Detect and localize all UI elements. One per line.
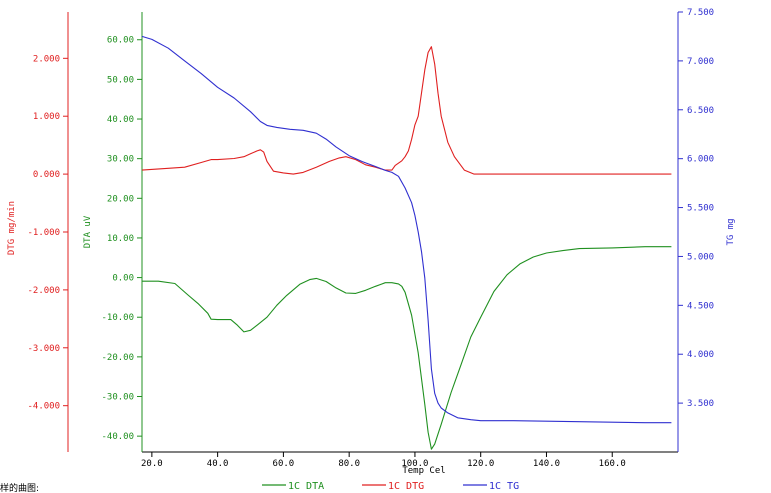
dta-tick-label: 30.00 <box>107 155 134 165</box>
dtg-tick-label: 0.000 <box>33 170 60 180</box>
dtg-tick-label: -3.000 <box>27 344 60 354</box>
dtg-tick-label: -1.000 <box>27 228 60 238</box>
legend: 1C DTA 1C DTG 1C TG <box>262 481 519 492</box>
dtg-tick-label: 2.000 <box>33 54 60 64</box>
x-tick-label: 100.0 <box>401 459 428 469</box>
series-line-tg <box>141 35 672 424</box>
tg-tick-label: 6.000 <box>687 155 714 165</box>
x-tick-label: 60.0 <box>273 459 295 469</box>
dtg-tick-label: -2.000 <box>27 286 60 296</box>
tg-tick-label: 7.500 <box>687 8 714 18</box>
series-line-dta <box>142 246 672 450</box>
legend-label: 1C TG <box>489 481 519 492</box>
tg-tick-label: 5.500 <box>687 204 714 214</box>
legend-label: 1C DTA <box>288 481 324 492</box>
series-layer <box>141 35 672 450</box>
dta-tick-label: 40.00 <box>107 115 134 125</box>
x-tick-label: 80.0 <box>338 459 360 469</box>
tg-tick-label: 6.500 <box>687 106 714 116</box>
axes-layer: 20.0 40.0 60.0 80.0 100.0 120.0 140.0 160.0 Temp… <box>7 8 736 476</box>
tg-tick-label: 5.000 <box>687 252 714 262</box>
dtg-tick-label: 1.000 <box>33 112 60 122</box>
dta-tick-label: -40.00 <box>101 432 134 442</box>
dtg-axis-title: DTG mg/min <box>7 201 17 255</box>
dtg-tick-label: -4.000 <box>27 402 60 412</box>
dta-tick-label: -30.00 <box>101 393 134 403</box>
dta-tick-label: -20.00 <box>101 353 134 363</box>
legend-label: 1C DTG <box>388 481 424 492</box>
dta-tick-label: 60.00 <box>107 36 134 46</box>
x-tick-label: 40.0 <box>207 459 229 469</box>
tg-tick-label: 3.500 <box>687 399 714 409</box>
tg-tick-label: 4.000 <box>687 350 714 360</box>
dta-tick-label: 10.00 <box>107 234 134 244</box>
tg-tick-label: 7.000 <box>687 57 714 67</box>
x-tick-label: 120.0 <box>467 459 494 469</box>
footer-note: 样的曲图: <box>0 482 39 493</box>
x-tick-label: 20.0 <box>141 459 163 469</box>
dta-tick-label: 20.00 <box>107 194 134 204</box>
x-tick-label: 140.0 <box>533 459 560 469</box>
dta-axis-title: DTA uV <box>83 215 93 248</box>
dta-tick-label: -10.00 <box>101 313 134 323</box>
series-line-dtg <box>141 46 672 175</box>
x-tick-label: 160.0 <box>599 459 626 469</box>
x-axis-title: Temp Cel <box>402 466 445 476</box>
tg-tick-label: 4.500 <box>687 301 714 311</box>
tg-axis-title: TG mg <box>726 218 736 245</box>
dta-tick-label: 0.00 <box>112 274 134 284</box>
dta-tick-label: 50.00 <box>107 75 134 85</box>
